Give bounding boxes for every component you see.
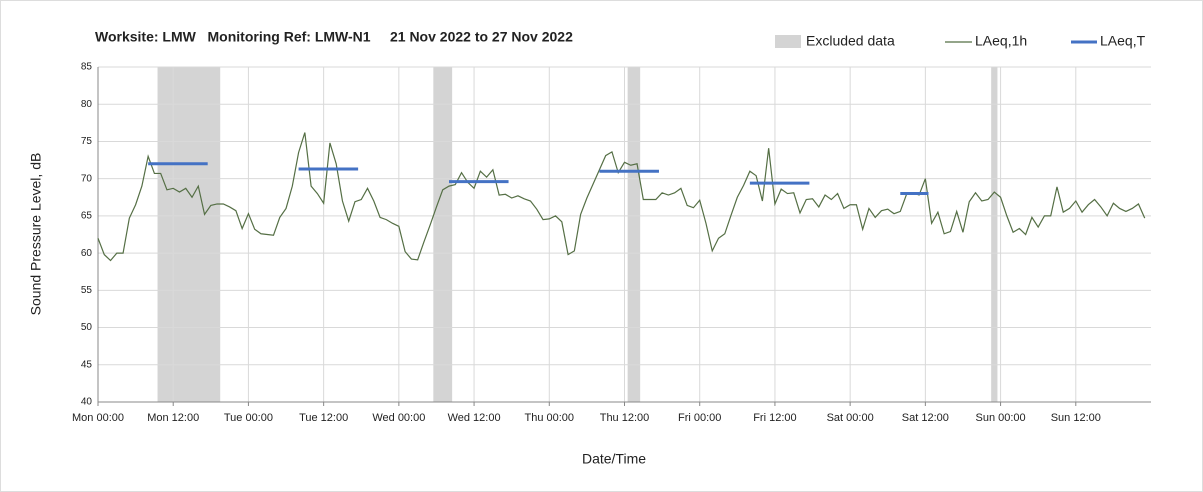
x-tick-label: Fri 00:00	[678, 412, 721, 424]
y-tick-label: 45	[81, 359, 93, 370]
legend-label: LAeq,T	[1100, 33, 1146, 49]
chart-title: Worksite: LMW Monitoring Ref: LMW-N1 21 …	[95, 29, 573, 45]
x-tick-label: Sun 00:00	[975, 412, 1025, 424]
x-tick-label: Sat 12:00	[902, 412, 949, 424]
y-tick-label: 40	[81, 397, 93, 408]
legend-label: LAeq,1h	[975, 33, 1027, 49]
excluded-range	[627, 67, 641, 402]
x-tick-label: Sun 12:00	[1051, 412, 1101, 424]
x-tick-label: Fri 12:00	[753, 412, 796, 424]
x-tick-label: Sat 00:00	[827, 412, 874, 424]
excluded-range	[157, 67, 221, 402]
x-tick-label: Wed 00:00	[372, 412, 425, 424]
x-tick-label: Thu 12:00	[600, 412, 650, 424]
y-tick-label: 70	[81, 173, 93, 184]
legend-label: Excluded data	[806, 33, 895, 49]
x-tick-label: Wed 12:00	[448, 412, 501, 424]
y-tick-label: 75	[81, 136, 93, 147]
y-tick-label: 55	[81, 285, 93, 296]
laeq-1h-line	[97, 132, 1146, 262]
x-tick-label: Thu 00:00	[525, 412, 575, 424]
legend-swatch	[775, 35, 801, 48]
excluded-range	[433, 67, 453, 402]
y-tick-label: 60	[81, 248, 93, 259]
y-tick-label: 65	[81, 211, 93, 222]
x-tick-label: Mon 12:00	[147, 412, 199, 424]
y-tick-label: 85	[81, 62, 93, 73]
x-tick-label: Tue 00:00	[224, 412, 273, 424]
x-axis-label: Date/Time	[582, 451, 646, 467]
y-tick-label: 50	[81, 322, 93, 333]
x-tick-label: Tue 12:00	[299, 412, 348, 424]
x-tick-label: Mon 00:00	[72, 412, 124, 424]
y-tick-label: 80	[81, 99, 93, 110]
y-axis-label: Sound Pressure Level, dB	[28, 153, 44, 316]
excluded-range	[991, 67, 998, 402]
